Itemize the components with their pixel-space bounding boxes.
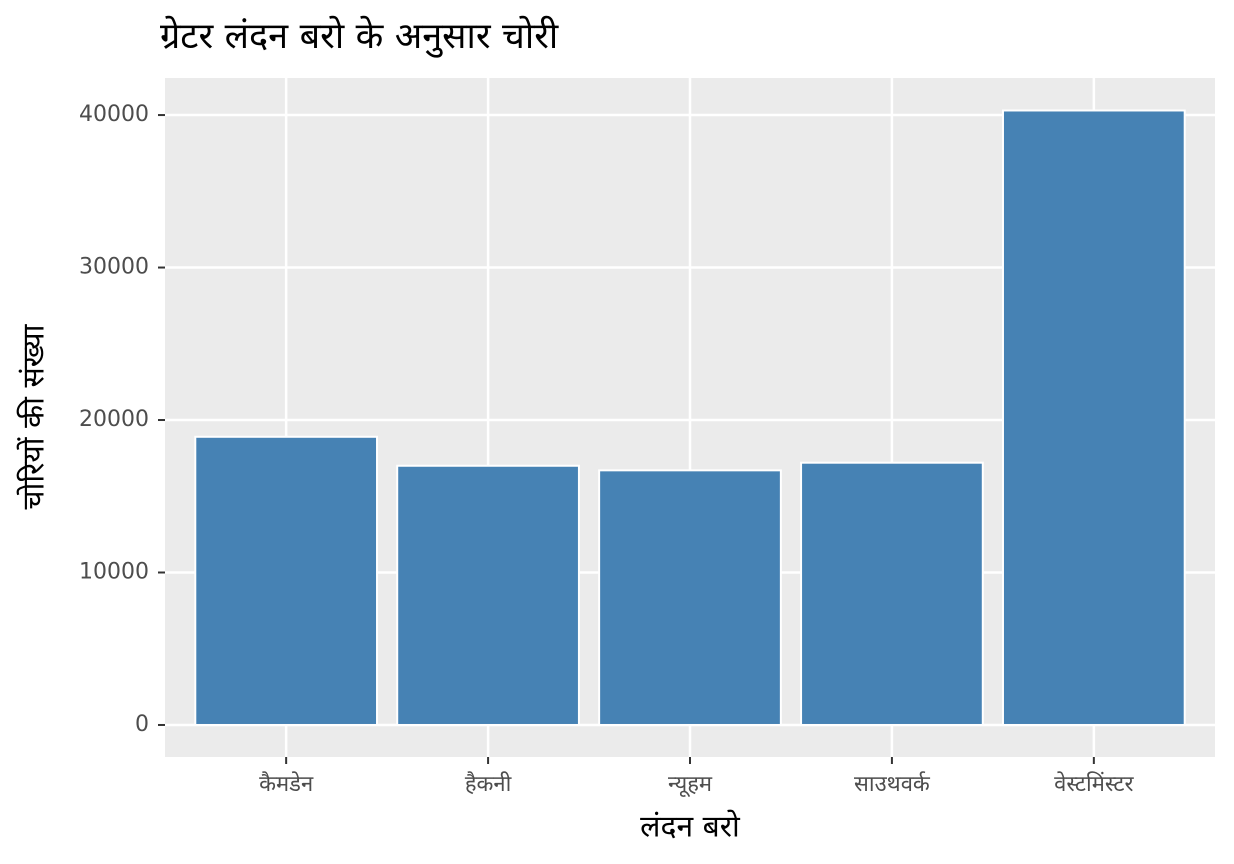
y-axis-label: चोरियों की संख्या xyxy=(17,323,52,509)
bar xyxy=(396,464,580,726)
bar xyxy=(800,461,984,726)
bar xyxy=(1001,109,1186,726)
y-tick-label: 30000 xyxy=(79,255,149,280)
x-tick-label: न्यूहम xyxy=(668,772,713,798)
y-tick-label: 20000 xyxy=(79,407,149,432)
bar xyxy=(194,435,379,726)
bar xyxy=(598,469,782,726)
x-tick-label: वेस्टमिंस्टर xyxy=(1054,771,1134,797)
x-tick-label: हैकनी xyxy=(465,771,512,797)
chart-title: ग्रेटर लंदन बरो के अनुसार चोरी xyxy=(160,15,559,58)
y-tick-label: 40000 xyxy=(79,102,149,127)
x-axis-label: लंदन बरो xyxy=(640,810,741,845)
x-tick-label: साउथवर्क xyxy=(854,771,931,797)
x-tick-label: कैमडेन xyxy=(259,771,314,797)
y-tick-label: 0 xyxy=(135,712,149,737)
y-tick-label: 10000 xyxy=(79,559,149,584)
